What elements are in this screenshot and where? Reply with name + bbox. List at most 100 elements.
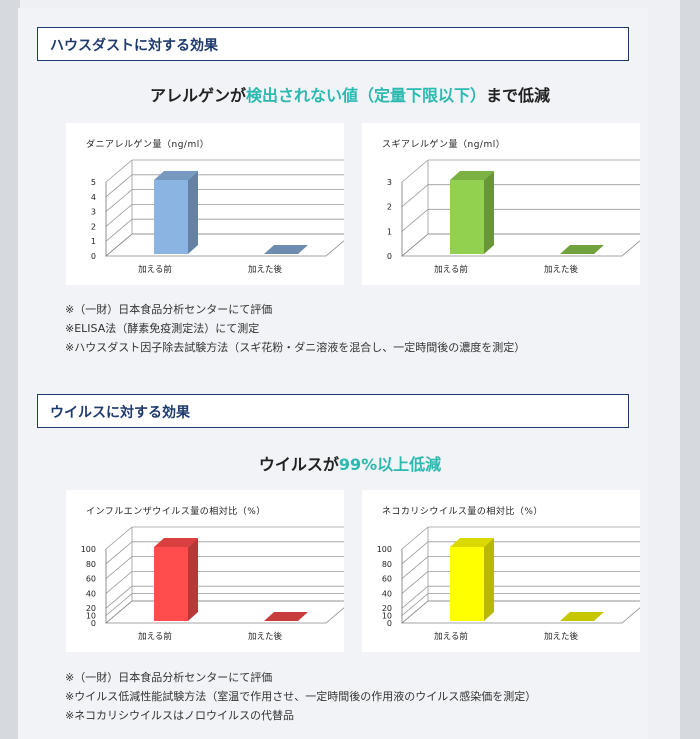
chart-card-influenza: インフルエンザウイルス量の相対比（%） 0 10 20 40 60 80 100 加える前 加え… [66, 490, 344, 652]
y-tick-label: 80 [382, 560, 392, 569]
grid-side [105, 526, 133, 550]
chart-mite: 0 1 2 3 4 5 加える前 加えた後 [91, 159, 344, 275]
note-line: ※ハウスダスト因子除去試験方法（スギ花粉・ダニ溶液を混合し、一定時間後の濃度を測… [65, 341, 526, 354]
lead-text-virus: ウイルスが99%以上低減 [0, 451, 700, 475]
bar-side [484, 171, 494, 254]
bar [560, 245, 604, 254]
lead-highlight: 99%以上低減 [338, 455, 442, 474]
bar-side [188, 538, 198, 621]
y-tick-label: 2 [91, 222, 96, 231]
y-tick-label: 3 [91, 208, 96, 217]
grid-side [105, 585, 133, 609]
bar [450, 171, 494, 254]
grid-side [105, 556, 133, 579]
y-tick-label: 20 [382, 604, 392, 613]
bar [154, 538, 198, 621]
y-tick-label: 0 [387, 252, 392, 261]
bar [560, 612, 604, 621]
lead-highlight: 検出されない値（定量下限以下） [245, 86, 486, 105]
grid-side [401, 209, 429, 232]
x-tick-label: 加える前 [138, 264, 172, 275]
chart-card-calicivirus: ネコカリシウイルス量の相対比（%） 0 10 20 40 60 80 100 加える前 加えた後 [362, 490, 640, 652]
grid-side [401, 526, 429, 550]
chart-card-mite: ダニアレルゲン量（ng/ml） 0 1 2 3 4 5 加える前 加えた後 [66, 123, 344, 285]
chart-card-cedar: スギアレルゲン量（ng/ml） 0 1 2 3 加える前 加えた後 [362, 123, 640, 285]
x-tick-label: 加えた後 [248, 631, 283, 642]
y-tick-label: 100 [377, 545, 392, 554]
y-tick-label: 3 [387, 178, 392, 187]
bar-top [264, 245, 308, 254]
bar [154, 171, 198, 254]
y-tick-label: 60 [382, 575, 392, 584]
y-tick-label: 0 [91, 619, 96, 628]
bar-top [264, 612, 308, 621]
bar [450, 538, 494, 621]
y-tick-label: 4 [91, 193, 96, 202]
lead-before: アレルゲンが [149, 86, 246, 105]
y-tick-label: 80 [86, 560, 96, 569]
grid-side [401, 585, 429, 609]
bar-side [188, 171, 198, 254]
bar-top [450, 538, 494, 547]
note-line: ※ウイルス低減性能試験方法（室温で作用させ、一定時間後の作用液のウイルス感染価を… [65, 690, 537, 703]
bar-top [154, 171, 198, 180]
note-line: ※ネコカリシウイルスはノロウイルスの代替品 [65, 709, 294, 722]
y-tick-label: 5 [91, 178, 96, 187]
bar-front [154, 180, 188, 254]
notes-housedust: ※（一財）日本食品分析センターにて評価 ※ELISA法（酵素免疫測定法）にて測定… [65, 300, 525, 357]
x-tick-label: 加える前 [138, 631, 172, 642]
x-tick-label: 加える前 [434, 264, 468, 275]
bar-top [560, 612, 604, 621]
grid-side [105, 218, 133, 242]
grid-side [401, 571, 429, 594]
grid-side [401, 159, 429, 183]
bar-front [154, 547, 188, 621]
chart-floor [104, 233, 344, 257]
bar-top [560, 245, 604, 254]
note-line: ※ELISA法（酵素免疫測定法）にて測定 [65, 322, 260, 335]
grid-side [105, 189, 133, 212]
grid-side [105, 204, 133, 227]
y-tick-label: 0 [91, 252, 96, 261]
grid-side [401, 184, 429, 207]
section-heading-text: ハウスダストに対する効果 [50, 38, 218, 54]
chart-title: インフルエンザウイルス量の相対比（%） [86, 507, 266, 517]
note-line: ※（一財）日本食品分析センターにて評価 [65, 303, 273, 316]
chart-title: ネコカリシウイルス量の相対比（%） [382, 507, 543, 517]
grid-side [105, 159, 133, 183]
y-tick-label: 1 [91, 237, 96, 246]
note-line: ※（一財）日本食品分析センターにて評価 [65, 671, 273, 684]
chart-floor [400, 600, 640, 624]
lead-text-allergen: アレルゲンが検出されない値（定量下限以下）まで低減 [0, 82, 700, 106]
chart-floor [104, 600, 344, 624]
section-heading-text: ウイルスに対する効果 [50, 405, 190, 421]
grid-side [105, 571, 133, 594]
bar-top [450, 171, 494, 180]
grid-side [105, 593, 133, 616]
bar [264, 612, 308, 621]
y-tick-label: 10 [86, 612, 96, 621]
chart-floor [400, 233, 640, 257]
y-tick-label: 100 [81, 545, 96, 554]
lead-before: ウイルスが [258, 455, 339, 474]
y-tick-label: 1 [387, 227, 392, 236]
bar-front [450, 547, 484, 621]
x-tick-label: 加えた後 [544, 264, 579, 275]
bar-side [484, 538, 494, 621]
x-tick-label: 加えた後 [544, 631, 579, 642]
bar-top [154, 538, 198, 547]
chart-cedar: 0 1 2 3 加える前 加えた後 [387, 159, 640, 275]
bar-front [450, 180, 484, 254]
chart-title: スギアレルゲン量（ng/ml） [382, 140, 506, 150]
grid-side [401, 541, 429, 565]
y-tick-label: 0 [387, 619, 392, 628]
section-heading-housedust: ハウスダストに対する効果 [37, 27, 629, 61]
grid-side [401, 556, 429, 579]
lead-after: まで低減 [486, 86, 551, 105]
y-tick-label: 10 [382, 612, 392, 621]
grid-side [105, 174, 133, 198]
notes-virus: ※（一財）日本食品分析センターにて評価 ※ウイルス低減性能試験方法（室温で作用さ… [65, 668, 536, 725]
y-tick-label: 20 [86, 604, 96, 613]
